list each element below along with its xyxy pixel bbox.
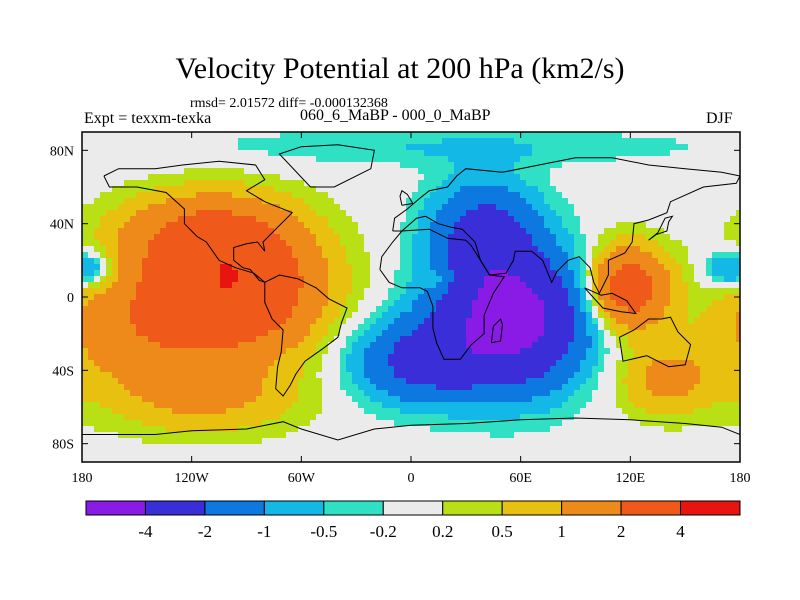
- colorbar-label: 0.2: [432, 522, 453, 541]
- period-label: 060_6_MaBP - 000_0_MaBP: [300, 107, 491, 124]
- season-label: DJF: [706, 110, 733, 127]
- colorbar-label: 0.5: [492, 522, 513, 541]
- colorbar-swatch: [204, 500, 265, 516]
- x-tick-label: 60E: [509, 471, 532, 486]
- x-tick-label: 120W: [175, 471, 210, 486]
- colorbar-swatch: [263, 500, 325, 516]
- colorbar-swatch: [561, 500, 622, 516]
- colorbar-swatch: [442, 500, 503, 516]
- coast-australia: [618, 316, 692, 368]
- colorbar-swatch: [620, 500, 682, 516]
- colorbar-label: 4: [676, 522, 685, 541]
- stats-label: rmsd= 2.01572 diff= -0.000132368: [190, 96, 388, 111]
- x-tick-label: 0: [408, 471, 415, 486]
- colorbar-label: -2: [198, 522, 212, 541]
- colorbar-swatch: [680, 500, 741, 516]
- coast-uk: [399, 189, 414, 206]
- coast-africa: [379, 228, 506, 360]
- coast-indonesia: [584, 287, 637, 315]
- coast-madagascar: [490, 318, 503, 344]
- colorbar-label: -0.5: [310, 522, 337, 541]
- colorbar-label: -0.2: [370, 522, 397, 541]
- x-tick-label: 180: [72, 471, 93, 486]
- colorbar-swatch: [382, 500, 444, 516]
- colorbar-label: -4: [138, 522, 153, 541]
- colorbar-label: -1: [257, 522, 271, 541]
- colorbar-label: 2: [617, 522, 626, 541]
- y-tick-label: 0: [67, 291, 74, 306]
- chart-title: Velocity Potential at 200 hPa (km2/s): [175, 52, 625, 85]
- y-tick-label: 40S: [52, 364, 74, 379]
- y-tick-label: 80N: [50, 144, 74, 159]
- coast-japan: [648, 215, 674, 241]
- colorbar-swatch: [323, 500, 384, 516]
- coast-antarctica: [82, 417, 740, 441]
- coast-north-america: [103, 160, 294, 283]
- x-tick-label: 120E: [616, 471, 646, 486]
- experiment-label: Expt = texxm-texka: [84, 110, 212, 127]
- coast-greenland: [278, 144, 375, 188]
- colorbar-swatch: [501, 500, 563, 516]
- colorbar-label: 1: [557, 522, 566, 541]
- y-tick-label: 40N: [50, 218, 74, 233]
- x-tick-label: 60W: [288, 471, 316, 486]
- colorbar-swatch: [144, 500, 206, 516]
- y-tick-label: 80S: [52, 438, 74, 453]
- coast-eurasia: [392, 157, 740, 295]
- colorbar-swatch: [85, 500, 146, 516]
- x-tick-label: 180: [730, 471, 751, 486]
- coast-south-america: [264, 274, 348, 397]
